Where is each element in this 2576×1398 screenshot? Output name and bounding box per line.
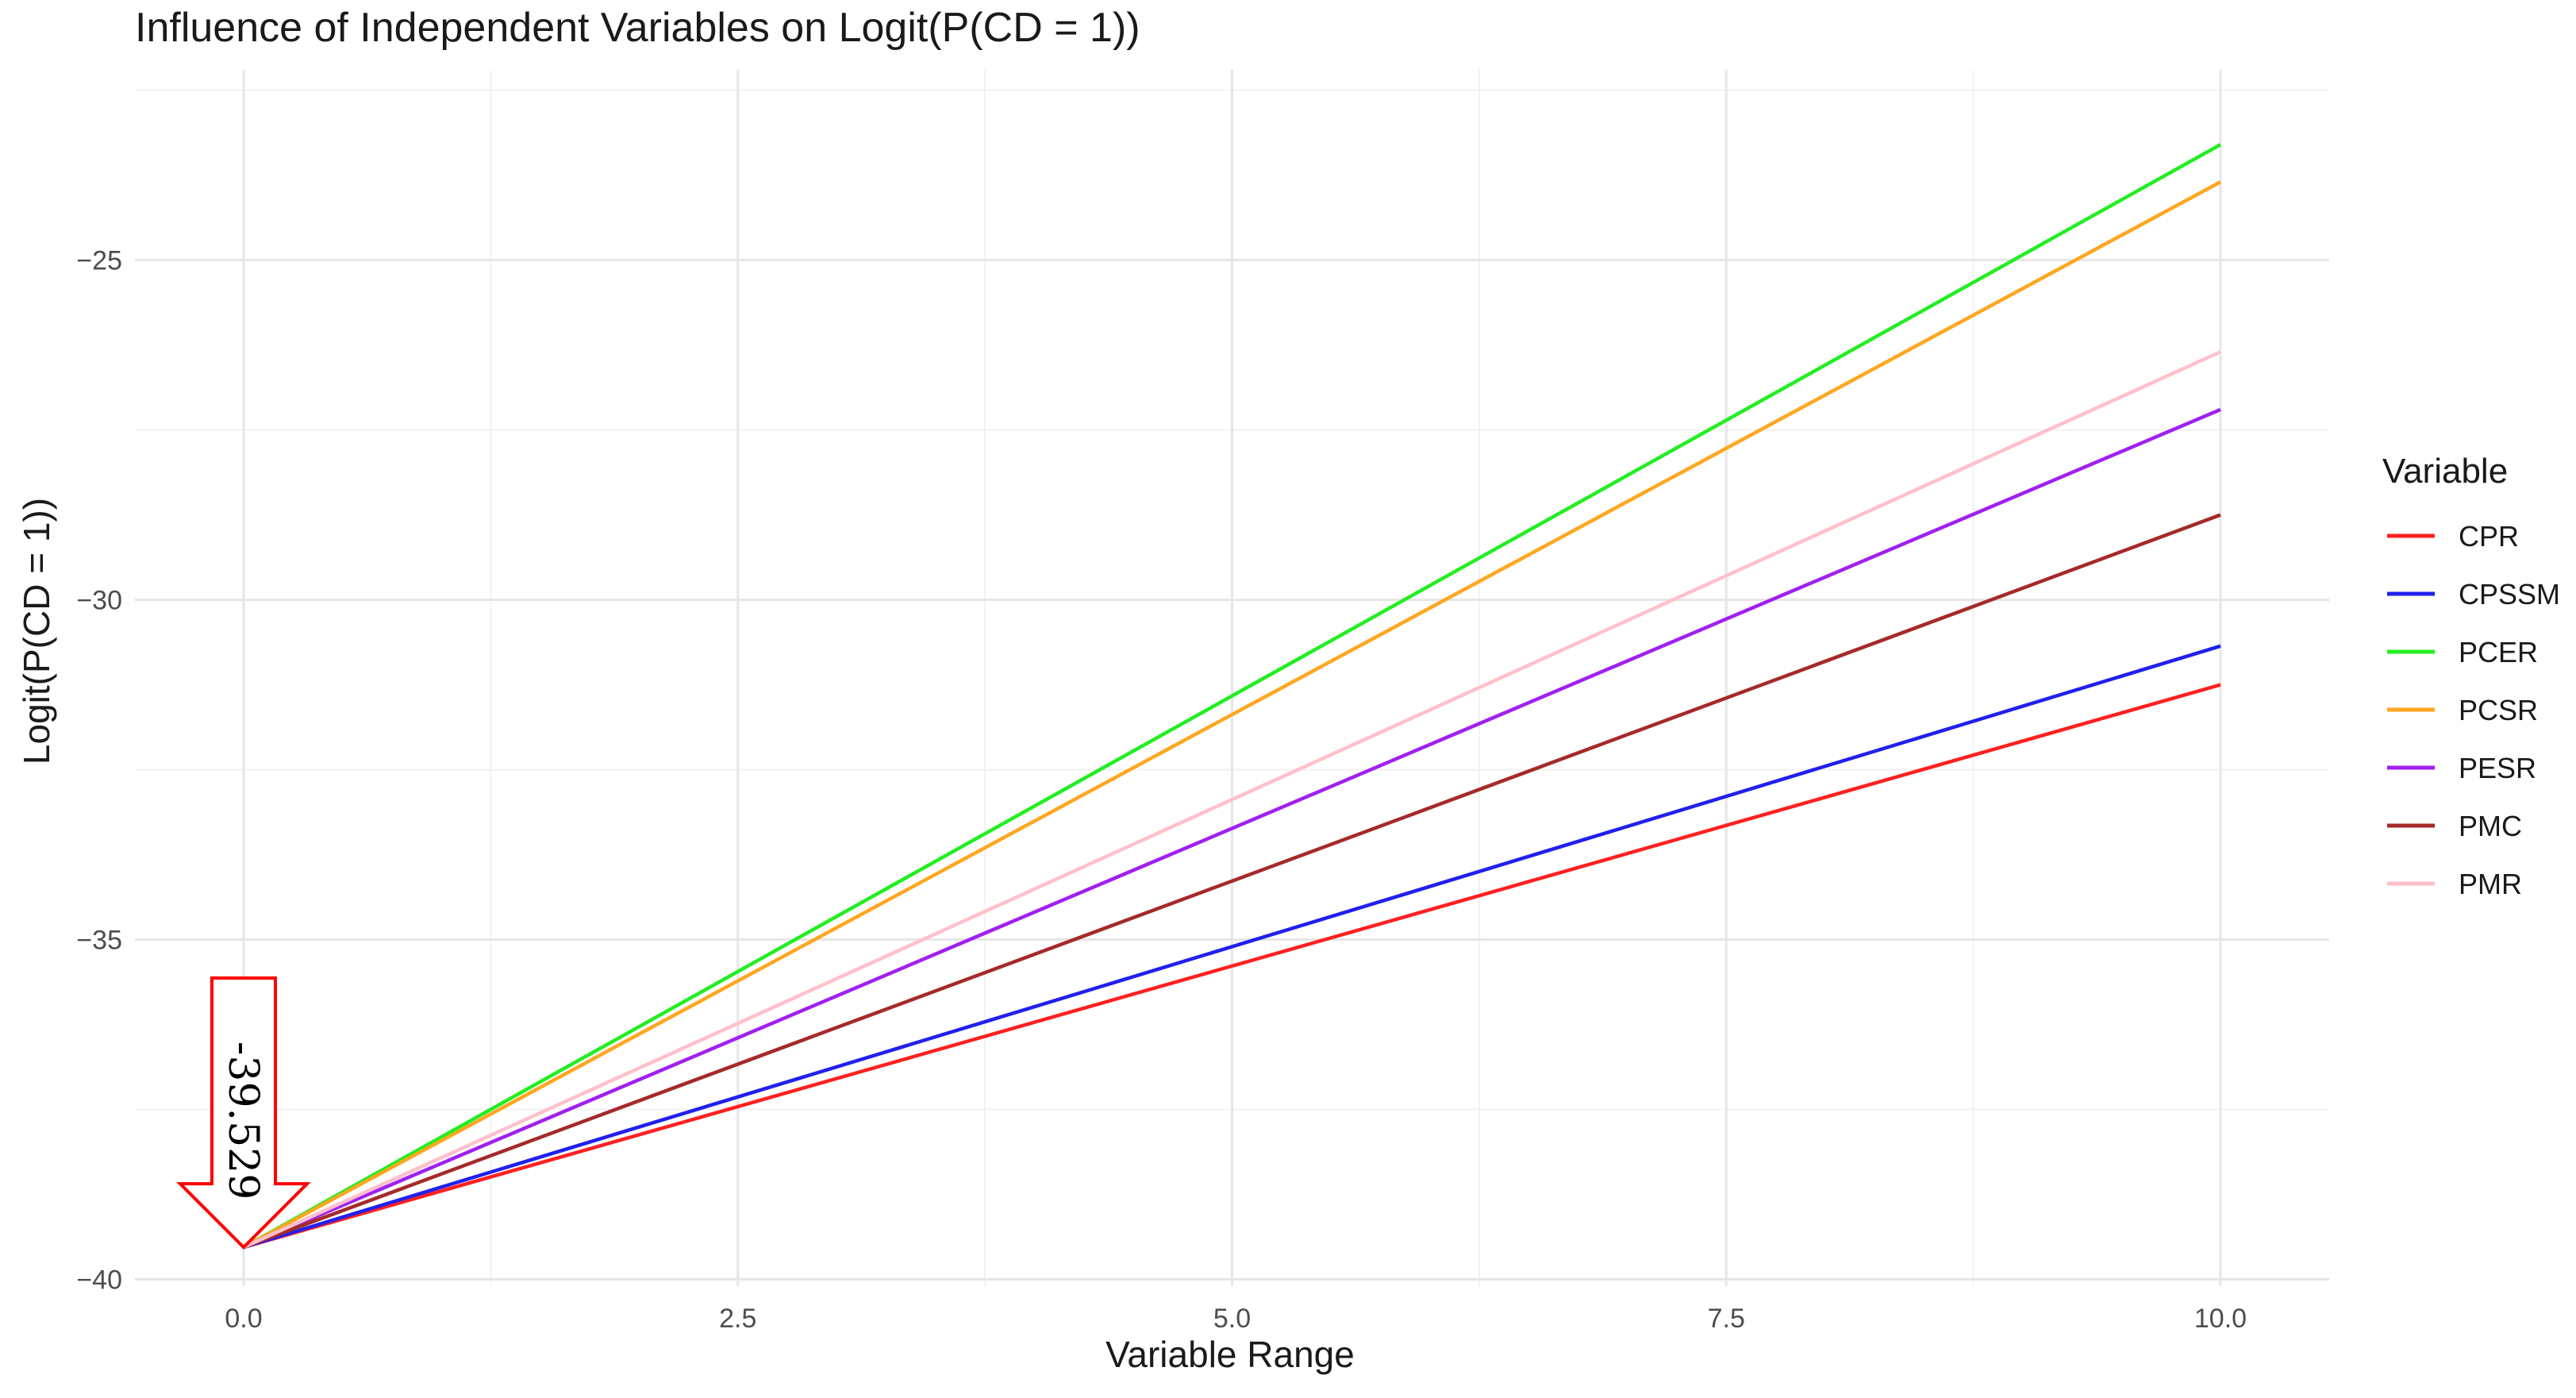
legend-label-pcer: PCER bbox=[2459, 636, 2538, 668]
x-tick-labels: 0.0 2.5 5.0 7.5 10.0 bbox=[225, 1304, 2247, 1334]
annotation-arrow bbox=[176, 976, 311, 1250]
x-tick-label: 5.0 bbox=[1213, 1304, 1251, 1334]
major-gridlines bbox=[135, 70, 2329, 1286]
x-tick-label: 0.0 bbox=[225, 1304, 262, 1334]
legend-label-pesr: PESR bbox=[2459, 752, 2536, 784]
series-line-pmr bbox=[243, 350, 2221, 1250]
y-tick-label: −25 bbox=[76, 246, 122, 276]
x-tick-label: 2.5 bbox=[719, 1304, 756, 1334]
annotation-label: -39.529 bbox=[219, 1042, 267, 1200]
y-tick-label: −30 bbox=[76, 586, 122, 616]
series-line-pcsr bbox=[242, 180, 2222, 1250]
legend-title: Variable bbox=[2382, 452, 2508, 491]
x-tick-label: 10.0 bbox=[2194, 1304, 2247, 1334]
series-line-pesr bbox=[243, 407, 2221, 1250]
y-tick-label: −35 bbox=[76, 926, 122, 956]
legend-label-pcsr: PCSR bbox=[2459, 694, 2538, 726]
y-axis-title: Logit(P(CD = 1)) bbox=[16, 498, 57, 764]
series-lines bbox=[242, 143, 2222, 1250]
series-line-pmc bbox=[243, 513, 2221, 1250]
legend-label-cpr: CPR bbox=[2459, 520, 2519, 553]
legend-label-pmr: PMR bbox=[2459, 868, 2522, 900]
annotation: -39.529 bbox=[176, 976, 311, 1250]
y-tick-label: −40 bbox=[76, 1265, 122, 1295]
series-line-cpr bbox=[243, 683, 2221, 1250]
chart-title: Influence of Independent Variables on Lo… bbox=[135, 5, 1140, 51]
x-tick-label: 7.5 bbox=[1708, 1304, 1745, 1334]
series-line-cpssm bbox=[243, 644, 2221, 1250]
y-tick-labels: −40 −35 −30 −25 bbox=[76, 246, 122, 1296]
legend-label-cpssm: CPSSM bbox=[2459, 578, 2560, 610]
legend: Variable CPR CPSSM PCER PCSR PESR PMC PMR bbox=[2382, 452, 2560, 900]
series-line-pcer bbox=[242, 143, 2222, 1250]
legend-label-pmc: PMC bbox=[2459, 810, 2522, 842]
x-axis-title: Variable Range bbox=[1105, 1334, 1355, 1375]
